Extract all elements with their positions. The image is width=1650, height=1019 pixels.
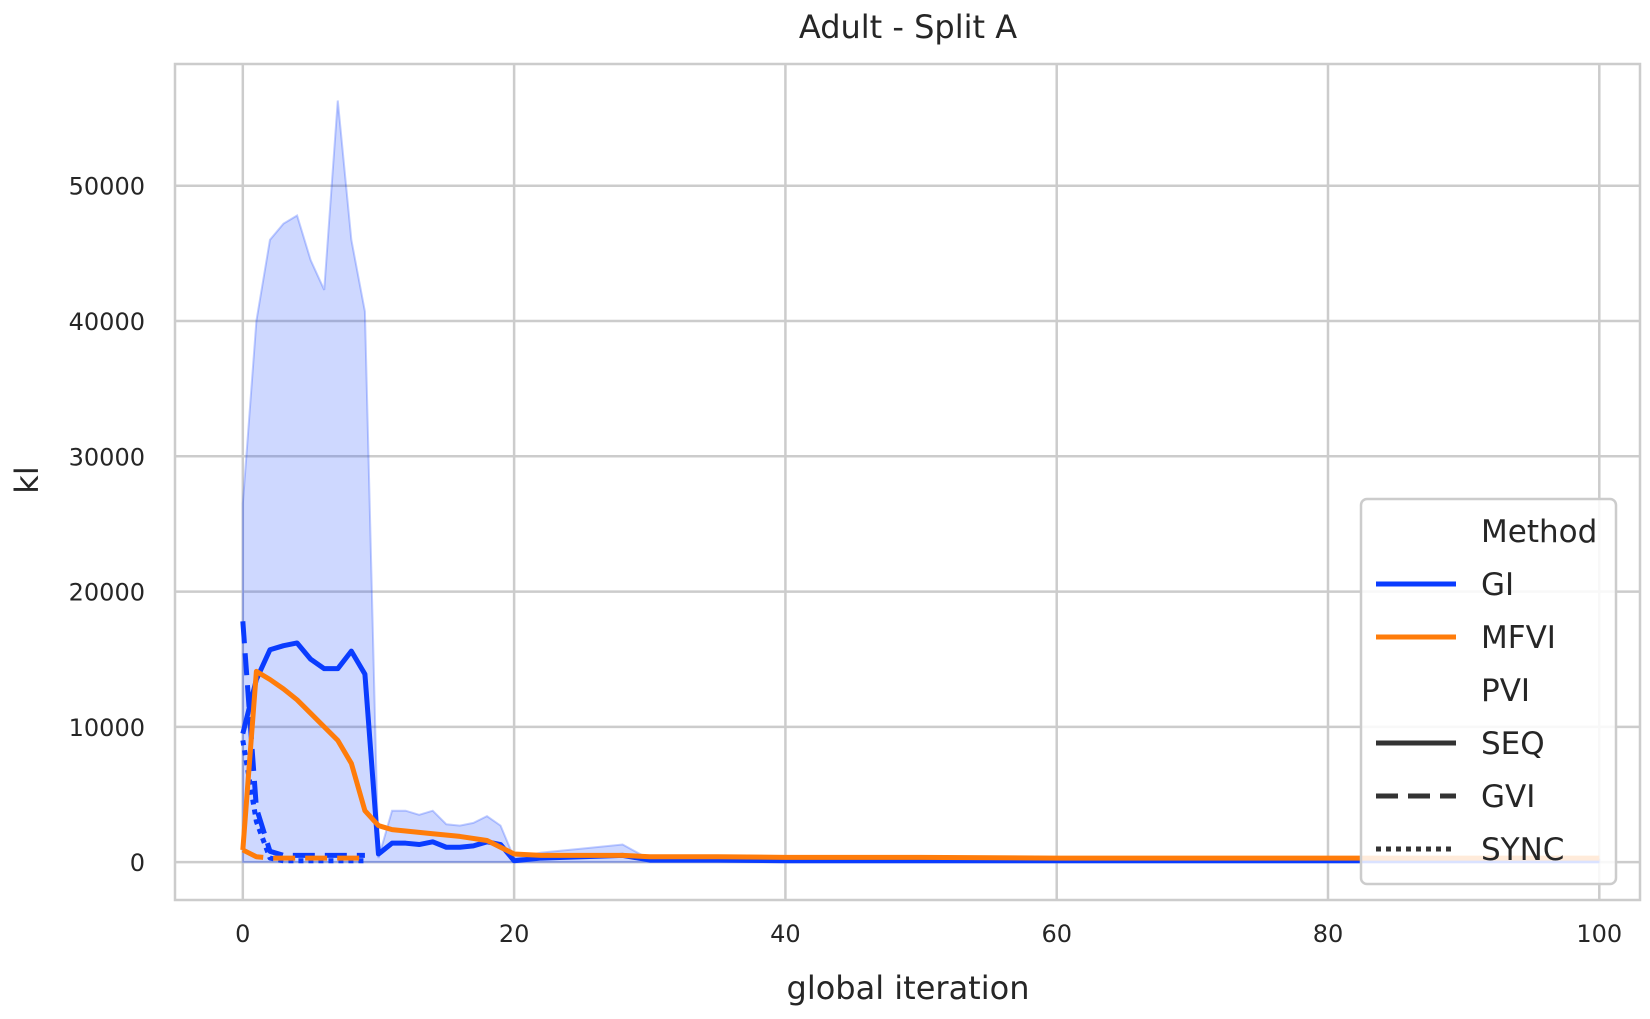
x-tick-labels: 0 20 40 60 80 100 xyxy=(235,920,1622,948)
legend-label-pvi: PVI xyxy=(1481,673,1530,709)
series-line-gi-seq xyxy=(240,640,1600,864)
y-tick-label: 50000 xyxy=(69,173,145,201)
legend-label-sync: SYNC xyxy=(1481,832,1564,868)
series-line-gi-sync xyxy=(240,739,365,864)
y-tick-label: 40000 xyxy=(69,308,145,336)
y-axis-label: kl xyxy=(8,466,46,493)
legend-label-seq: SEQ xyxy=(1481,726,1545,762)
series-line-gi-gvi xyxy=(240,621,365,858)
series-line-mfvi-seq xyxy=(240,668,1600,861)
y-tick-label: 10000 xyxy=(69,714,145,742)
legend-label-gi: GI xyxy=(1481,567,1514,603)
series-lines xyxy=(240,621,1600,864)
series-line-mfvi-gvi xyxy=(241,847,365,861)
chart-title: Adult - Split A xyxy=(799,8,1017,46)
y-tick-labels: 0 10000 20000 30000 40000 50000 xyxy=(69,173,145,877)
legend-label-gvi: GVI xyxy=(1481,779,1535,815)
y-tick-label: 30000 xyxy=(69,443,145,471)
x-tick-label: 40 xyxy=(770,920,801,948)
x-tick-label: 20 xyxy=(499,920,530,948)
legend: Method GI MFVI PVI SEQ GVI SYNC xyxy=(1359,497,1618,886)
legend-label-method: Method xyxy=(1481,514,1597,550)
y-tick-label: 20000 xyxy=(69,579,145,607)
legend-label-mfvi: MFVI xyxy=(1481,620,1556,656)
plot-frame xyxy=(173,62,1642,902)
x-tick-label: 60 xyxy=(1041,920,1072,948)
x-tick-label: 80 xyxy=(1313,920,1344,948)
x-tick-label: 0 xyxy=(235,920,250,948)
x-axis-label: global iteration xyxy=(787,969,1030,1007)
y-tick-label: 0 xyxy=(130,849,145,877)
x-tick-label: 100 xyxy=(1576,920,1622,948)
legend-box xyxy=(1359,497,1618,886)
